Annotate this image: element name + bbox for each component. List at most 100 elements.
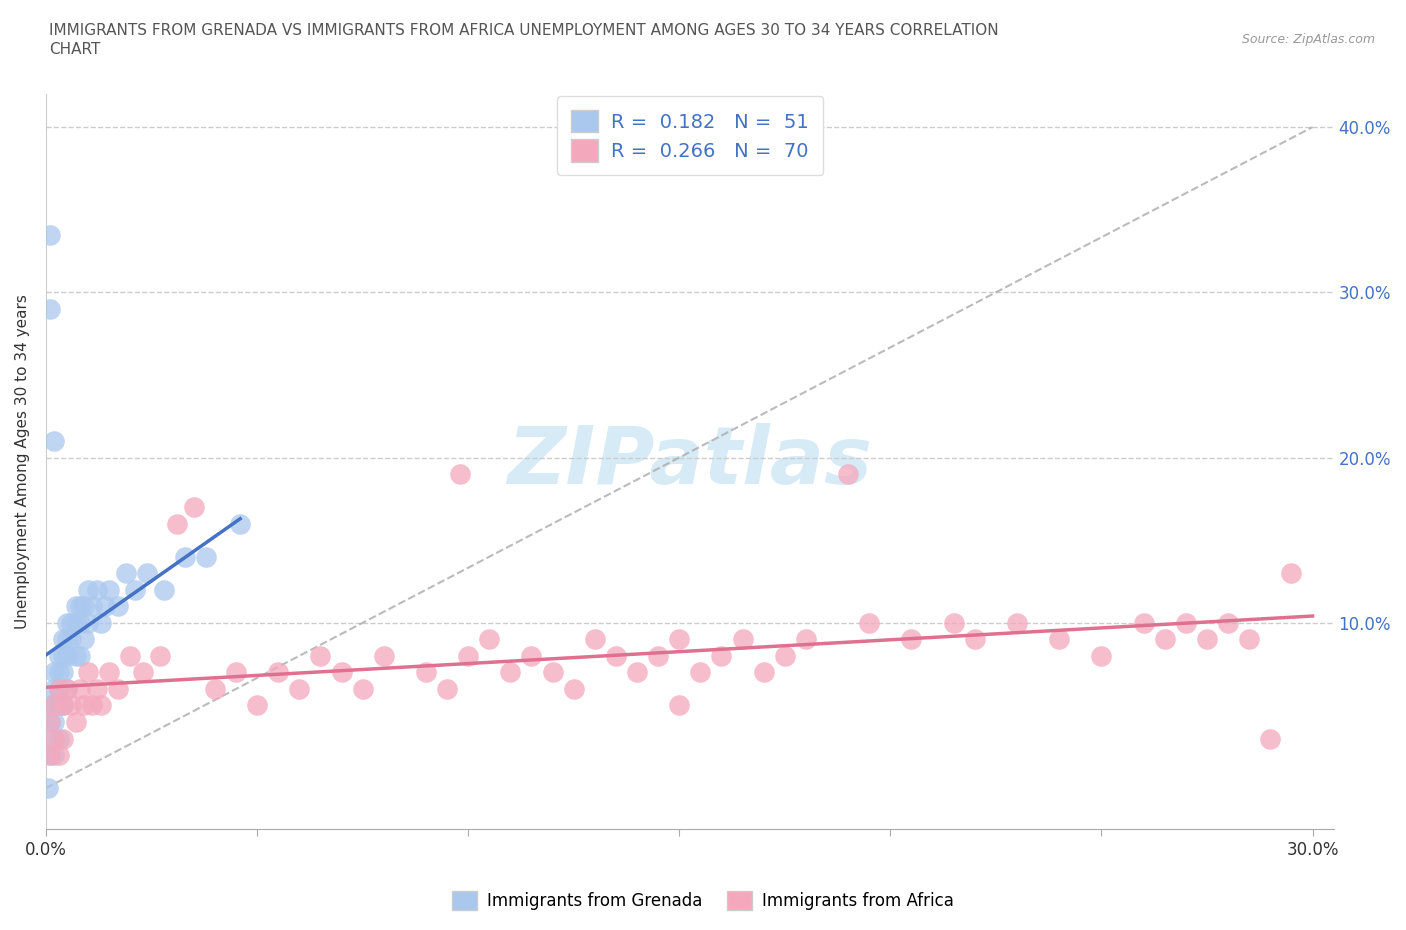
Point xyxy=(1174,616,1197,631)
Point xyxy=(773,648,796,663)
Point xyxy=(225,665,247,680)
Point xyxy=(56,682,79,697)
Point xyxy=(267,665,290,680)
Point xyxy=(858,616,880,631)
Point xyxy=(39,698,62,713)
Point xyxy=(1132,616,1154,631)
Point xyxy=(39,748,62,763)
Point xyxy=(1005,616,1028,631)
Point xyxy=(44,433,66,448)
Point xyxy=(52,631,75,646)
Point xyxy=(69,599,91,614)
Point xyxy=(541,665,564,680)
Point xyxy=(1237,631,1260,646)
Point xyxy=(44,714,66,729)
Point xyxy=(457,648,479,663)
Point xyxy=(90,616,112,631)
Point xyxy=(752,665,775,680)
Point xyxy=(204,682,226,697)
Point xyxy=(373,648,395,663)
Point xyxy=(86,582,108,597)
Text: Source: ZipAtlas.com: Source: ZipAtlas.com xyxy=(1241,33,1375,46)
Point xyxy=(330,665,353,680)
Point xyxy=(94,599,117,614)
Point xyxy=(136,565,159,580)
Point xyxy=(288,682,311,697)
Point xyxy=(149,648,172,663)
Point xyxy=(39,227,62,242)
Point xyxy=(1195,631,1218,646)
Point xyxy=(82,599,104,614)
Point xyxy=(963,631,986,646)
Point xyxy=(1090,648,1112,663)
Point xyxy=(56,648,79,663)
Point xyxy=(65,599,87,614)
Point xyxy=(44,698,66,713)
Point xyxy=(48,665,70,680)
Point xyxy=(942,616,965,631)
Point xyxy=(710,648,733,663)
Point xyxy=(48,748,70,763)
Point xyxy=(195,550,218,565)
Point xyxy=(60,616,83,631)
Point xyxy=(39,748,62,763)
Point xyxy=(183,499,205,514)
Text: CHART: CHART xyxy=(49,42,101,57)
Point xyxy=(626,665,648,680)
Point xyxy=(52,648,75,663)
Point xyxy=(309,648,332,663)
Point xyxy=(69,648,91,663)
Point xyxy=(1258,731,1281,746)
Point xyxy=(132,665,155,680)
Point xyxy=(73,631,96,646)
Point xyxy=(48,682,70,697)
Point xyxy=(668,698,690,713)
Point xyxy=(56,631,79,646)
Point xyxy=(107,682,129,697)
Point xyxy=(48,698,70,713)
Point xyxy=(794,631,817,646)
Point xyxy=(69,616,91,631)
Point xyxy=(166,516,188,531)
Point xyxy=(120,648,142,663)
Point xyxy=(39,731,62,746)
Point xyxy=(90,698,112,713)
Point xyxy=(52,665,75,680)
Point xyxy=(60,698,83,713)
Point xyxy=(56,682,79,697)
Point xyxy=(39,714,62,729)
Point xyxy=(52,731,75,746)
Point xyxy=(562,682,585,697)
Point xyxy=(98,582,121,597)
Point xyxy=(65,648,87,663)
Point xyxy=(73,599,96,614)
Point xyxy=(478,631,501,646)
Point xyxy=(48,682,70,697)
Point xyxy=(52,698,75,713)
Point xyxy=(77,665,100,680)
Point xyxy=(56,616,79,631)
Point xyxy=(65,616,87,631)
Point xyxy=(69,682,91,697)
Point xyxy=(77,616,100,631)
Point xyxy=(415,665,437,680)
Point xyxy=(499,665,522,680)
Point xyxy=(44,698,66,713)
Point xyxy=(153,582,176,597)
Point xyxy=(605,648,627,663)
Point xyxy=(1047,631,1070,646)
Point xyxy=(449,467,471,482)
Point xyxy=(86,682,108,697)
Point xyxy=(82,698,104,713)
Text: ZIPatlas: ZIPatlas xyxy=(508,423,872,500)
Point xyxy=(1281,565,1303,580)
Legend: R =  0.182   N =  51, R =  0.266   N =  70: R = 0.182 N = 51, R = 0.266 N = 70 xyxy=(557,97,823,176)
Point xyxy=(44,665,66,680)
Point xyxy=(837,467,859,482)
Point xyxy=(44,731,66,746)
Text: IMMIGRANTS FROM GRENADA VS IMMIGRANTS FROM AFRICA UNEMPLOYMENT AMONG AGES 30 TO : IMMIGRANTS FROM GRENADA VS IMMIGRANTS FR… xyxy=(49,23,998,38)
Point xyxy=(107,599,129,614)
Point xyxy=(520,648,543,663)
Point xyxy=(48,731,70,746)
Legend: Immigrants from Grenada, Immigrants from Africa: Immigrants from Grenada, Immigrants from… xyxy=(446,884,960,917)
